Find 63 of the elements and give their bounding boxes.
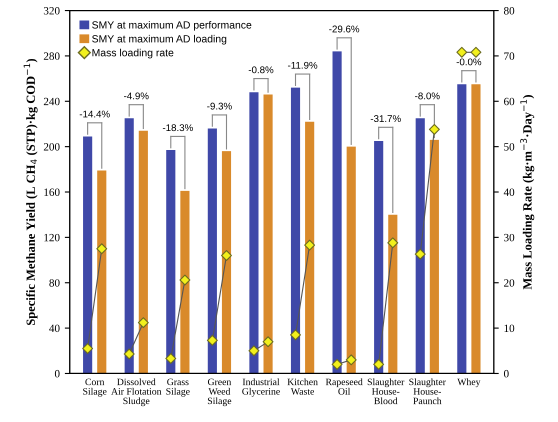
bar xyxy=(457,84,466,374)
y-tick-label: 320 xyxy=(44,7,60,15)
y-tick-label: 0 xyxy=(54,370,60,378)
x-tick-label: Industrial Glycerine xyxy=(242,378,280,397)
x-tick-label: Corn Silage xyxy=(83,378,107,397)
y2-axis-title: Mass Loading Rate (kg·m$^{−3}$·Day$^{−1}$) xyxy=(520,95,534,290)
legend-label: SMY at maximum AD performance xyxy=(92,20,252,31)
annotation: -18.3% xyxy=(162,124,193,132)
annotation: -0.8% xyxy=(248,66,274,74)
bar xyxy=(166,150,176,374)
y-tick-label: 280 xyxy=(44,52,60,60)
annotation: -31.7% xyxy=(370,115,401,122)
bar xyxy=(180,190,190,374)
y-tick-label: 40 xyxy=(49,324,60,332)
y2-tick-label: 30 xyxy=(504,234,514,242)
bar xyxy=(305,122,314,374)
y-tick-label: 200 xyxy=(44,143,60,151)
bar xyxy=(97,170,106,374)
y-tick-label: 80 xyxy=(49,279,60,287)
annotation: -29.6% xyxy=(329,26,360,32)
legend-label: Mass loading rate xyxy=(92,48,174,58)
bar xyxy=(263,94,273,374)
y-tick-label: 120 xyxy=(44,234,60,242)
y-tick-label: 240 xyxy=(44,98,60,106)
bar xyxy=(416,118,425,374)
annotation: -8.0% xyxy=(415,92,440,100)
x-tick-label: Dissolved Air Flotation Sludge xyxy=(111,378,162,406)
annotation: -9.3% xyxy=(207,102,232,110)
y-tick-label: 160 xyxy=(44,188,60,196)
annotation: -0.0% xyxy=(456,58,482,66)
y2-tick-label: 10 xyxy=(504,324,514,332)
annotation: -14.4% xyxy=(80,110,110,118)
bar xyxy=(471,84,481,374)
x-tick-label: Green Weed Silage xyxy=(208,378,232,406)
y2-tick-label: 70 xyxy=(504,52,514,60)
y2-tick-label: 50 xyxy=(504,143,514,151)
x-tick-label: Grass Silage xyxy=(166,378,190,397)
x-tick-label: Rapeseed Oil xyxy=(326,378,363,395)
bar xyxy=(430,140,439,374)
y2-tick-label: 60 xyxy=(504,98,514,106)
bar xyxy=(138,130,148,374)
bar xyxy=(388,214,398,374)
annotation: -11.9% xyxy=(288,62,318,69)
bar xyxy=(208,128,217,374)
bar xyxy=(83,136,92,374)
x-tick-label: Slaughter House- Paunch xyxy=(409,378,446,404)
y2-tick-label: 40 xyxy=(504,188,514,196)
bar xyxy=(124,118,134,374)
bar xyxy=(222,151,232,374)
bar xyxy=(346,146,356,374)
annotation: -4.9% xyxy=(124,92,149,100)
x-tick-label: Kitchen Waste xyxy=(287,378,318,395)
x-tick-label: Slaughter House- Blood xyxy=(368,378,404,404)
bar xyxy=(332,51,342,374)
y2-tick-label: 20 xyxy=(504,279,514,287)
legend-label: SMY at maximum AD loading xyxy=(92,34,226,45)
y2-tick-label: 0 xyxy=(504,370,509,378)
x-tick-label: Whey xyxy=(457,378,480,388)
bar xyxy=(249,92,259,374)
bar xyxy=(374,140,384,374)
bar xyxy=(290,88,300,374)
y2-tick-label: 80 xyxy=(504,7,514,15)
y-axis-title: Specific Methane Yield (L CH$_{4}$ (STP)·kg COD$^{−1}$) xyxy=(24,58,38,326)
